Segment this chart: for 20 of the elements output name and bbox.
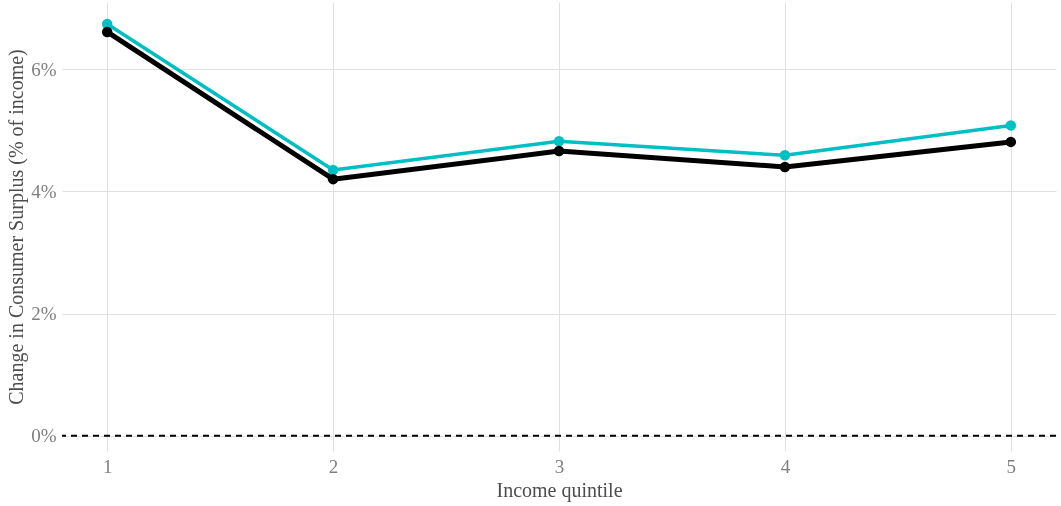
point [1005,120,1017,131]
x-axis-title: Income quintile [496,478,623,502]
y-tick-label: 6% [31,58,57,80]
point [553,145,565,157]
y-tick-label: 4% [31,180,57,202]
x-tick-label: 2 [328,455,339,477]
y-axis-title: Change in Consumer Surplus (% of income) [5,49,29,405]
y-tick-label: 2% [31,303,57,325]
point [779,150,791,161]
x-tick-label: 1 [102,455,113,477]
point [327,164,339,176]
point [553,136,565,147]
point [1005,136,1017,148]
point [327,173,339,185]
point [101,26,113,38]
point [779,161,791,173]
x-tick-label: 3 [554,455,565,477]
y-tick-label: 0% [31,425,57,447]
x-tick-label: 4 [780,455,791,477]
x-tick-label: 5 [1006,455,1017,477]
